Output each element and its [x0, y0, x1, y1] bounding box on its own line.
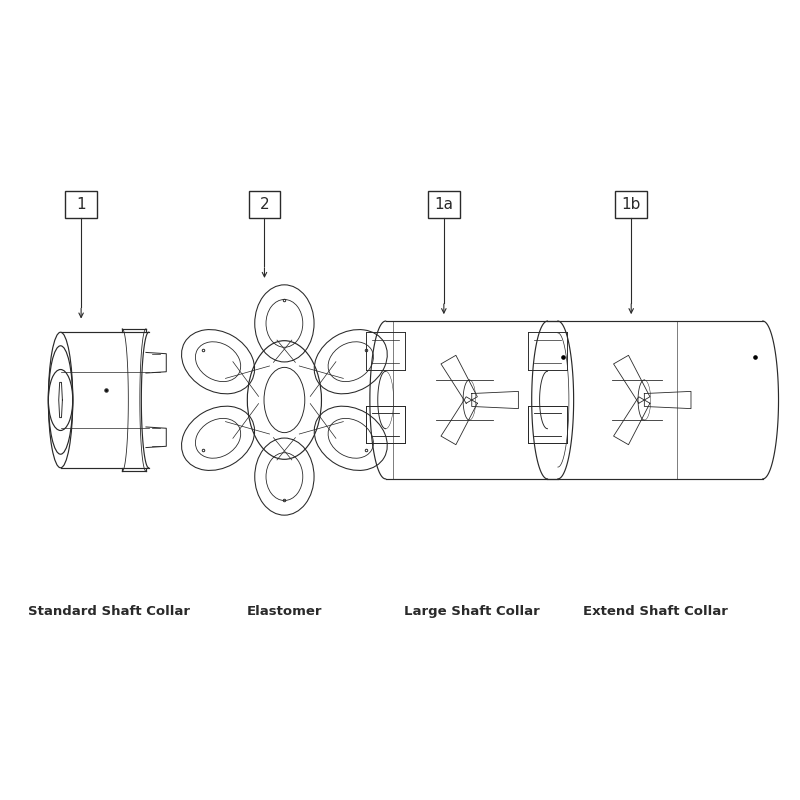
Text: Large Shaft Collar: Large Shaft Collar — [404, 605, 540, 618]
Text: 1a: 1a — [434, 197, 454, 212]
Text: 1b: 1b — [622, 197, 641, 212]
Text: Elastomer: Elastomer — [246, 605, 322, 618]
Text: 2: 2 — [260, 197, 270, 212]
Text: Standard Shaft Collar: Standard Shaft Collar — [28, 605, 190, 618]
Text: 1: 1 — [76, 197, 86, 212]
Text: Extend Shaft Collar: Extend Shaft Collar — [582, 605, 727, 618]
